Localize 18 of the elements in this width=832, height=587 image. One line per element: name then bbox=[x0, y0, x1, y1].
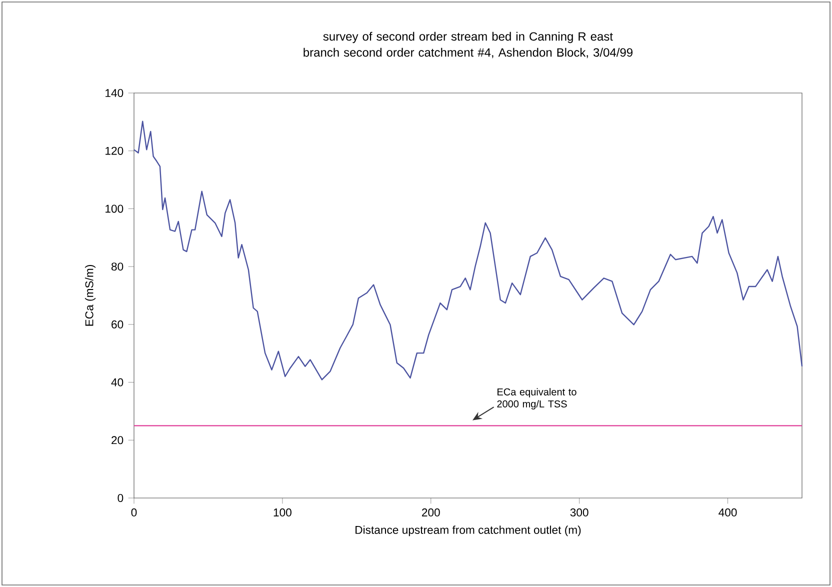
chart-title: survey of second order stream bed in Canning R east branch second order catchment #4, Ashendon Block, 3/04/99 bbox=[304, 32, 632, 58]
y-tick-label: 80 bbox=[111, 262, 124, 271]
y-axis-title: ECa (mS/m) bbox=[84, 265, 96, 326]
annotation: ECa equivalent to 2000 mg/L TSS bbox=[497, 388, 576, 410]
y-tick-label: 0 bbox=[118, 494, 124, 502]
x-tick-label: 100 bbox=[274, 508, 292, 516]
x-tick-label: 200 bbox=[422, 508, 440, 516]
y-tick-label: 20 bbox=[112, 436, 124, 444]
x-axis-title: Distance upstream from catchment outlet (m) bbox=[356, 526, 581, 536]
x-tick-label: 0 bbox=[131, 508, 137, 516]
y-tick-label: 120 bbox=[106, 146, 124, 155]
y-tick-label: 60 bbox=[112, 320, 124, 328]
x-tick-label: 300 bbox=[570, 508, 588, 516]
line-series bbox=[133, 120, 803, 380]
y-tick-label: 140 bbox=[106, 89, 124, 98]
y-tick-label: 40 bbox=[111, 378, 124, 386]
y-tick-label: 100 bbox=[106, 204, 124, 213]
x-tick-label: 400 bbox=[718, 508, 737, 516]
